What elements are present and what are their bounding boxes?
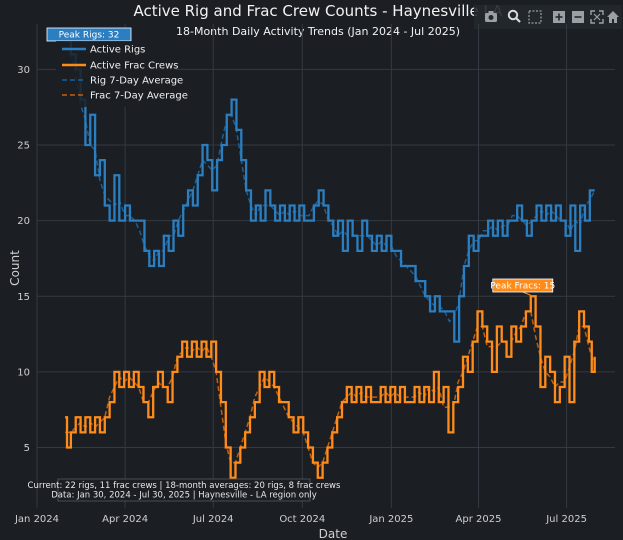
series-line-active-rigs <box>65 37 595 343</box>
autoscale-icon[interactable] <box>590 10 604 24</box>
zoom-out-icon[interactable] <box>572 11 584 23</box>
chart-subtitle: 18-Month Daily Activity Trends (Jan 2024… <box>176 25 460 38</box>
y-tick-label: 5 <box>24 443 30 454</box>
modebar <box>474 5 622 29</box>
summary-note-line-1: Current: 22 rigs, 11 frac crews | 18-mon… <box>28 481 341 491</box>
x-tick-label: Jan 2025 <box>368 514 413 525</box>
y-tick-label: 20 <box>17 216 30 227</box>
legend-label: Active Rigs <box>90 45 145 56</box>
legend-label: Active Frac Crews <box>90 61 178 72</box>
y-tick-label: 10 <box>17 367 30 378</box>
zoom-icon[interactable] <box>507 9 521 23</box>
zoom-in-icon[interactable] <box>553 11 565 23</box>
peak-rigs-label: Peak Rigs: 32 <box>59 31 120 41</box>
annotation-layer: Peak Rigs: 32 Peak Fracs: 15 <box>46 27 555 296</box>
legend-background <box>56 41 176 107</box>
legend-item-active-frac-crews[interactable]: Active Frac Crews <box>62 61 178 72</box>
y-tick-labels: 5 10 15 20 25 30 <box>17 65 30 454</box>
summary-note-box <box>57 478 311 502</box>
x-tick-label: Jul 2025 <box>545 514 587 525</box>
x-axis-label: Date <box>319 527 348 540</box>
summary-note-line-2: Data: Jan 30, 2024 - Jul 30, 2025 | Hayn… <box>51 491 317 501</box>
y-tick-label: 30 <box>17 65 30 76</box>
y-axis-label: Count <box>8 250 22 286</box>
home-icon[interactable] <box>607 11 619 23</box>
x-tick-label: Apr 2025 <box>456 514 502 525</box>
chart-title: Active Rig and Frac Crew Counts - Haynes… <box>133 2 503 20</box>
x-tick-labels: Jan 2024 Apr 2024 Jul 2024 Oct 2024 Jan 2025… <box>14 514 587 525</box>
series-line-frac-7-day-average <box>65 310 596 469</box>
grid-x <box>36 24 568 508</box>
peak-fracs-box <box>492 278 554 293</box>
peak-fracs-label: Peak Fracs: 15 <box>490 282 555 292</box>
peak-fracs-arrow <box>522 291 531 296</box>
box-select-icon[interactable] <box>528 10 542 24</box>
legend-item-active-rigs[interactable]: Active Rigs <box>62 45 145 56</box>
x-tick-label: Jul 2024 <box>192 514 234 525</box>
x-tick-label: Jan 2024 <box>14 514 59 525</box>
series-line-active-frac-crews <box>65 295 596 479</box>
x-tick-label: Oct 2024 <box>279 514 325 525</box>
legend: Active Rigs Active Frac Crews Rig 7-Day … <box>56 41 188 107</box>
legend-label: Frac 7-Day Average <box>90 91 188 102</box>
summary-note: Current: 22 rigs, 11 frac crews | 18-mon… <box>28 478 341 502</box>
x-tick-label: Apr 2024 <box>102 514 148 525</box>
legend-item-rig-7-day-average[interactable]: Rig 7-Day Average <box>62 76 183 87</box>
camera-icon[interactable] <box>485 11 497 22</box>
legend-item-frac-7-day-average[interactable]: Frac 7-Day Average <box>62 91 188 102</box>
y-tick-label: 15 <box>17 292 30 303</box>
series-layer <box>64 37 596 479</box>
legend-label: Rig 7-Day Average <box>90 76 183 87</box>
y-tick-label: 25 <box>17 141 30 152</box>
